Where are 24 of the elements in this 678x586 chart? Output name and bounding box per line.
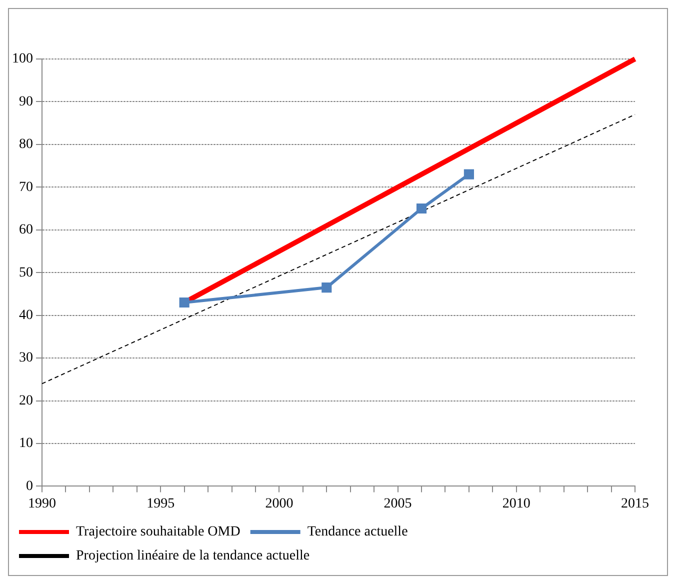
y-tick-label: 70 bbox=[19, 180, 33, 195]
x-tick-label: 1990 bbox=[28, 496, 56, 512]
point bbox=[416, 203, 427, 214]
y-tick-label: 30 bbox=[19, 350, 33, 366]
point bbox=[179, 297, 190, 308]
y-tick-label: 60 bbox=[19, 222, 33, 238]
x-tick-label: 2010 bbox=[502, 496, 530, 512]
x-tick-label: 2000 bbox=[265, 496, 294, 512]
legend-label: Tendance actuelle bbox=[307, 524, 408, 540]
point bbox=[464, 169, 474, 180]
x-tick-label: 2005 bbox=[384, 496, 412, 512]
y-tick-label: 0 bbox=[26, 478, 33, 494]
y-tick-label: 100 bbox=[12, 52, 33, 67]
point bbox=[322, 282, 332, 293]
x-tick-label: 2015 bbox=[621, 496, 649, 512]
y-tick-label: 10 bbox=[19, 436, 33, 452]
legend-label: Trajectoire souhaitable OMD bbox=[76, 524, 240, 540]
y-tick-label: 80 bbox=[19, 137, 33, 152]
y-tick-label: 40 bbox=[19, 308, 33, 323]
legend-label: Projection linéaire de la tendance actuelle bbox=[76, 548, 310, 564]
y-tick-label: 50 bbox=[19, 265, 33, 280]
y-tick-label: 20 bbox=[19, 393, 33, 408]
y-tick-label: 90 bbox=[19, 94, 33, 110]
x-tick-label: 1995 bbox=[146, 496, 175, 512]
